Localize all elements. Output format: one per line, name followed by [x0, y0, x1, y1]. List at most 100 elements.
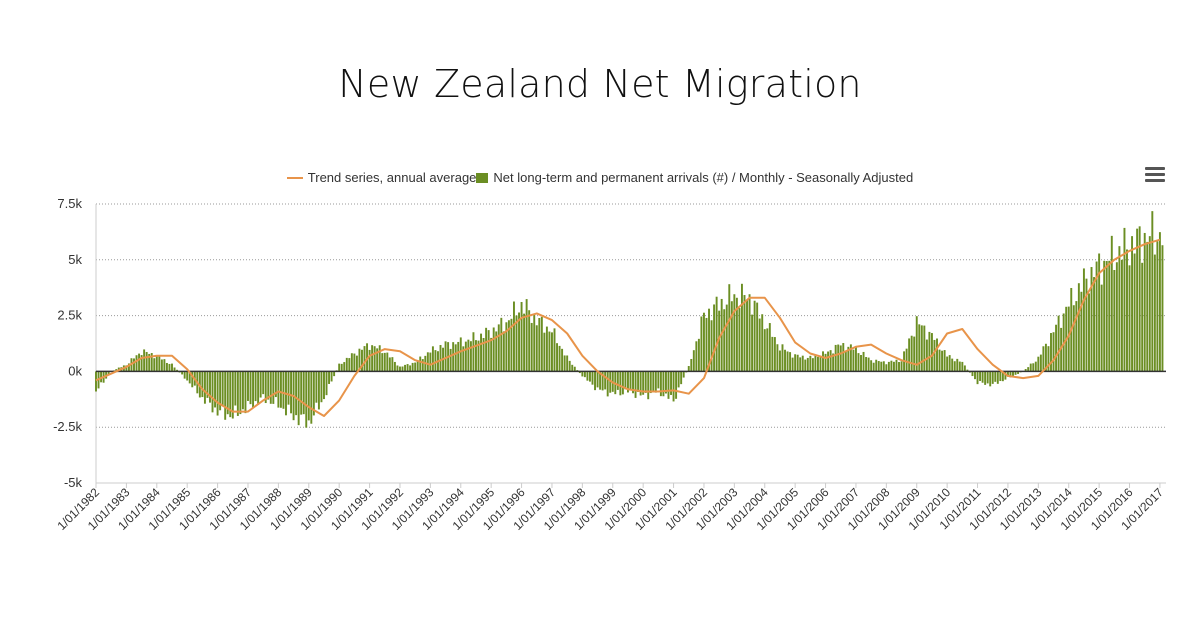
bar [715, 296, 718, 372]
bar [647, 371, 650, 400]
bar [1151, 211, 1154, 372]
bar [148, 353, 151, 372]
bar [358, 348, 361, 372]
bar [778, 350, 781, 372]
bar [507, 320, 510, 372]
legend-label-trend: Trend series, annual average [307, 170, 477, 185]
bar [368, 349, 371, 372]
bar [492, 327, 495, 372]
bar [1057, 315, 1060, 372]
bar [877, 361, 880, 372]
bar [115, 369, 118, 372]
bar [966, 369, 969, 372]
bar [1146, 241, 1149, 372]
bar [383, 352, 386, 372]
bar [431, 346, 434, 372]
bar [913, 336, 916, 372]
bar [854, 346, 857, 372]
bar [728, 284, 731, 372]
bar [791, 357, 794, 372]
bar [725, 304, 728, 372]
y-tick-label: -2.5k [53, 419, 82, 434]
y-tick-label: 5k [68, 252, 82, 267]
bar [191, 371, 194, 388]
bar [710, 320, 713, 372]
bar [996, 371, 999, 384]
hamburger-menu-icon[interactable] [1145, 167, 1165, 183]
bar [632, 371, 634, 394]
legend-line-swatch [286, 176, 303, 179]
bar [553, 328, 556, 372]
bar [771, 336, 774, 372]
bar [330, 371, 333, 382]
bar [259, 371, 262, 398]
bar [490, 337, 493, 372]
bar [297, 371, 300, 426]
bar [426, 352, 429, 372]
bar [702, 312, 705, 372]
bar [221, 371, 224, 407]
y-tick-label: 2.5k [57, 308, 82, 323]
bar [133, 358, 135, 372]
bar [776, 344, 779, 372]
bar [1001, 371, 1004, 382]
bar [361, 349, 363, 372]
bar [520, 301, 523, 372]
bar [951, 358, 954, 372]
bar [186, 371, 189, 381]
bar [583, 371, 586, 378]
legend-item-arrivals[interactable]: Net long-term and permanent arrivals (#)… [476, 170, 913, 185]
bar [305, 371, 308, 428]
bar [751, 314, 754, 372]
bar [1080, 291, 1083, 372]
bar [165, 362, 168, 372]
legend-item-trend[interactable]: Trend series, annual average [286, 170, 477, 185]
bar [616, 371, 619, 390]
bar [806, 357, 809, 372]
bar [753, 300, 756, 372]
bar [279, 371, 282, 408]
bar [814, 355, 817, 372]
bar [1120, 259, 1123, 372]
bar [885, 364, 888, 372]
bar [363, 346, 366, 372]
bar [487, 330, 490, 372]
bar [601, 371, 604, 391]
bar [1123, 227, 1126, 372]
bar [578, 371, 581, 374]
bar [262, 371, 265, 395]
bar [961, 361, 964, 372]
bar [125, 365, 128, 372]
bar [467, 339, 470, 372]
bar [654, 371, 657, 393]
bar [963, 365, 966, 372]
bar [994, 371, 997, 382]
bar [933, 339, 936, 372]
bar [908, 338, 911, 372]
bar [586, 371, 589, 381]
bar [317, 371, 320, 410]
bar [439, 345, 442, 372]
bar [328, 371, 331, 384]
bar [459, 337, 462, 372]
bar [1050, 333, 1052, 372]
bar [1161, 245, 1164, 372]
bar [345, 357, 348, 372]
bar [538, 318, 541, 372]
bar [497, 324, 500, 372]
bar [234, 371, 237, 406]
bar [847, 346, 850, 372]
bar [350, 353, 353, 372]
bar [1136, 228, 1139, 372]
bar [892, 361, 895, 372]
bar [915, 316, 918, 372]
bar [748, 294, 751, 372]
chart-legend: Trend series, annual average Net long-te… [0, 170, 1200, 185]
bar [160, 359, 163, 372]
bar [325, 371, 328, 396]
bar [589, 371, 591, 382]
bar [596, 371, 599, 388]
bar [290, 371, 293, 414]
bar [545, 326, 548, 372]
bar [649, 371, 652, 394]
